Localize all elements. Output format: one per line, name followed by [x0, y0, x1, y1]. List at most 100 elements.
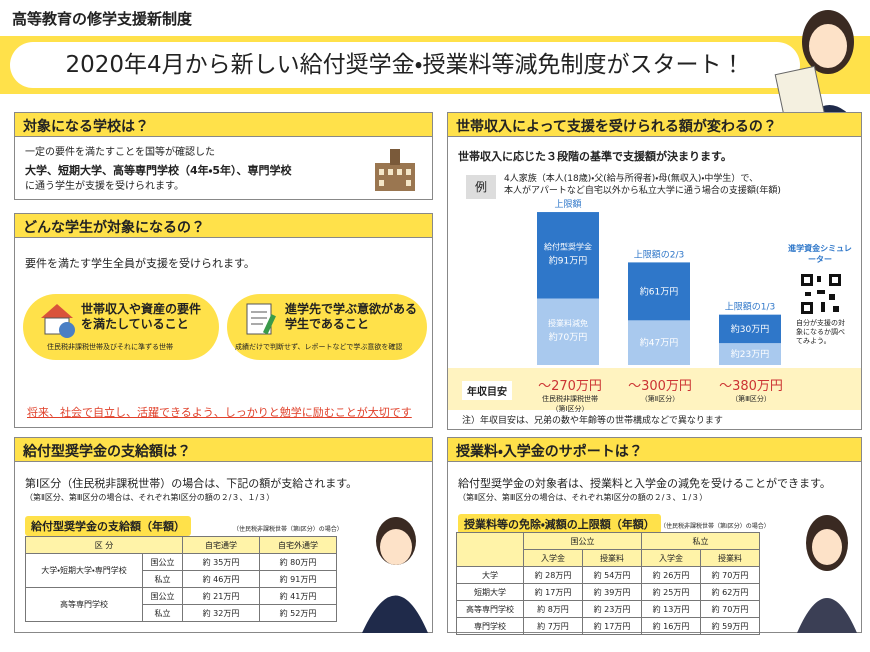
amount-cell: 約 26万円	[641, 566, 701, 584]
tier-class: （第Ⅰ区分）	[551, 405, 589, 413]
header-cell: 私立	[641, 532, 760, 550]
heading: 給付型奨学金の支給額は？	[15, 438, 432, 462]
header-cell: 区 分	[25, 536, 183, 554]
example-tag: 例	[466, 175, 496, 199]
amount-cell: 約 35万円	[182, 553, 260, 571]
header-cell: 自宅通学	[182, 536, 260, 554]
simulator-note: 自分が支援の対象になるか調べてみよう。	[796, 319, 845, 345]
building-icon	[375, 149, 415, 191]
amount-cell: 約 17万円	[523, 583, 583, 601]
requirement-title: 世帯収入や資産の要件を満たしていること	[81, 302, 202, 331]
heading: 授業料・入学金のサポートは？	[448, 438, 861, 462]
tier: ～270万円 住民税非課税世帯 （第Ⅰ区分）	[538, 375, 602, 414]
name-cell: 大学	[456, 566, 524, 584]
amount-cell: 約 80万円	[259, 553, 337, 571]
group-cell: 大学・短期大学・専門学校	[25, 553, 143, 588]
header-cell: 入学金	[641, 549, 701, 567]
heading: 世帯収入によって支援を受けられる額が変わるの？	[448, 113, 861, 137]
tier-amount: ～270万円	[538, 379, 602, 394]
footer: 将来、社会で自立し、活躍できるよう、しっかりと勉学に励むことが大切です	[27, 406, 412, 419]
row: 高等専門学校 国公立約 21万円約 41万円	[25, 587, 337, 622]
amount-cell: 約 25万円	[641, 583, 701, 601]
simulator-title: 進学資金シミュレーター	[788, 244, 852, 264]
group-cell: 高等専門学校	[25, 587, 143, 622]
header-cell: 授業料	[700, 549, 760, 567]
requirement: 世帯収入や資産の要件を満たしていること 住民税非課税世帯及びそれに準ずる世帯	[23, 294, 219, 360]
tier-note: 住民税非課税世帯	[542, 395, 598, 403]
amount-cell: 約 23万円	[582, 600, 642, 618]
girl-illustration	[797, 515, 857, 633]
text: に通う学生が支援を受けられます。	[25, 181, 184, 192]
amount-cell: 約 62万円	[700, 583, 760, 601]
students-panel: どんな学生が対象になるの？ 要件を満たす学生全員が支援を受けられます。 世帯収入…	[14, 213, 433, 428]
amount-cell: 約 32万円	[182, 604, 260, 622]
amount-cell: 約 70万円	[700, 600, 760, 618]
requirement: 進学先で学ぶ意欲がある学生であること 成績だけで判断せず、レポートなどで学ぶ意欲…	[227, 294, 427, 360]
text: 要件を満たす学生全員が支援を受けられます。	[25, 257, 255, 270]
category: 高等教育の修学支援新制度	[12, 10, 193, 28]
footnote: 注）年収目安は、兄弟の数や年齢等の世帯構成などで異なります	[462, 416, 723, 426]
amount-cell: 約 28万円	[523, 566, 583, 584]
boy-illustration	[362, 517, 428, 633]
grant-panel: 給付型奨学金の支給額は？ 第Ⅰ区分（住民税非課税世帯）の場合は、下記の額が支給さ…	[14, 437, 433, 633]
title: 2020年4月から新しい給付奨学金・授業料等減免制度がスタート！	[10, 42, 800, 88]
note: （第Ⅱ区分、第Ⅲ区分の場合は、それぞれ第Ⅰ区分の額の２/３、１/３）	[458, 493, 708, 502]
note: （第Ⅱ区分、第Ⅲ区分の場合は、それぞれ第Ⅰ区分の額の２/３、１/３）	[25, 493, 275, 502]
text: 第Ⅰ区分（住民税非課税世帯）の場合は、下記の額が支給されます。	[25, 477, 358, 490]
type-cell: 国公立	[142, 553, 183, 571]
tier: ～300万円 （第Ⅱ区分）	[628, 375, 692, 404]
header-cell: 自宅外通学	[259, 536, 337, 554]
header-row: 国公立 私立	[456, 532, 760, 567]
amount-cell: 約 41万円	[259, 587, 337, 605]
amount-cell: 約 91万円	[259, 570, 337, 588]
amount-cell: 約 8万円	[523, 600, 583, 618]
requirement-note: 成績だけで判断せず、レポートなどで学ぶ意欲を確認	[235, 343, 403, 351]
example-line: 4人家族（本人(18歳)・父(給与所得者)・母(無収入)・中学生）で、	[504, 174, 759, 184]
header-cell: 授業料	[582, 549, 642, 567]
income-panel: 世帯収入によって支援を受けられる額が変わるの？ 世帯収入に応じた３段階の基準で支…	[447, 112, 862, 430]
header-row: 区 分自宅通学 自宅外通学	[25, 536, 337, 554]
table-wrap: 国公立 私立 入学金 授業料 入学金 授業料 大学約 28万円約 54万円約 26万円約 7…	[456, 532, 760, 635]
amount-cell: 約 39万円	[582, 583, 642, 601]
income-band	[448, 368, 861, 410]
table-title: 授業料等の免除・減額の上限額（年額）	[458, 514, 661, 534]
amount-cell: 約 70万円	[700, 566, 760, 584]
paper-icon	[246, 303, 276, 335]
type-cell: 私立	[142, 570, 183, 588]
header-cell	[456, 532, 524, 567]
table-note: （住民税非課税世帯（第Ⅰ区分）の場合）	[660, 523, 770, 530]
table-title: 給付型奨学金の支給額（年額）	[25, 516, 191, 536]
tier: ～380万円 （第Ⅲ区分）	[719, 375, 783, 404]
table: 区 分自宅通学 自宅外通学 大学・短期大学・専門学校 国公立約 35万円約 80万円私…	[25, 536, 337, 622]
girl-illustration	[774, 10, 862, 130]
example: 4人家族（本人(18歳)・父(給与所得者)・母(無収入)・中学生）で、本人がアパ…	[504, 173, 781, 197]
requirement-title: 進学先で学ぶ意欲がある学生であること	[285, 302, 418, 331]
table: 国公立 私立 入学金 授業料 入学金 授業料 大学約 28万円約 54万円約 26万円約 7…	[456, 532, 760, 635]
amount-cell: 約 52万円	[259, 604, 337, 622]
row: 専門学校約 7万円約 17万円約 16万円約 59万円	[456, 617, 760, 635]
schools-panel: 対象になる学校は？ 一定の要件を満たすことを国等が確認した 大学、短期大学、高等…	[14, 112, 433, 200]
header-cell: 国公立	[523, 532, 642, 550]
row: 大学・短期大学・専門学校 国公立約 35万円約 80万円	[25, 553, 337, 588]
amount-cell: 約 7万円	[523, 617, 583, 635]
name-cell: 専門学校	[456, 617, 524, 635]
row: 高等専門学校約 8万円約 23万円約 13万円約 70万円	[456, 600, 760, 618]
tuition-panel: 授業料・入学金のサポートは？ 給付型奨学金の対象者は、授業料と入学金の減免を受け…	[447, 437, 862, 635]
amount-cell: 約 13万円	[641, 600, 701, 618]
heading: 対象になる学校は？	[15, 113, 432, 137]
header-row: 入学金 授業料 入学金 授業料	[457, 549, 760, 567]
row: 私立約 46万円約 91万円	[26, 570, 337, 588]
row: 大学約 28万円約 54万円約 26万円約 70万円	[456, 566, 760, 584]
tier-class: （第Ⅲ区分）	[731, 395, 771, 403]
table-wrap: 区 分自宅通学 自宅外通学 大学・短期大学・専門学校 国公立約 35万円約 80万円私…	[25, 536, 337, 622]
requirement-note: 住民税非課税世帯及びそれに準ずる世帯	[47, 343, 173, 351]
amount-cell: 約 17万円	[582, 617, 642, 635]
house-icon	[41, 304, 75, 338]
tier-amount: ～300万円	[628, 379, 692, 394]
type-cell: 私立	[142, 604, 183, 622]
text: 給付型奨学金の対象者は、授業料と入学金の減免を受けることができます。	[458, 477, 831, 490]
header-cell: 入学金	[523, 549, 583, 567]
example-line: 本人がアパートなど自宅以外から私立大学に通う場合の支援額(年額)	[504, 186, 781, 196]
amount-cell: 約 46万円	[182, 570, 260, 588]
